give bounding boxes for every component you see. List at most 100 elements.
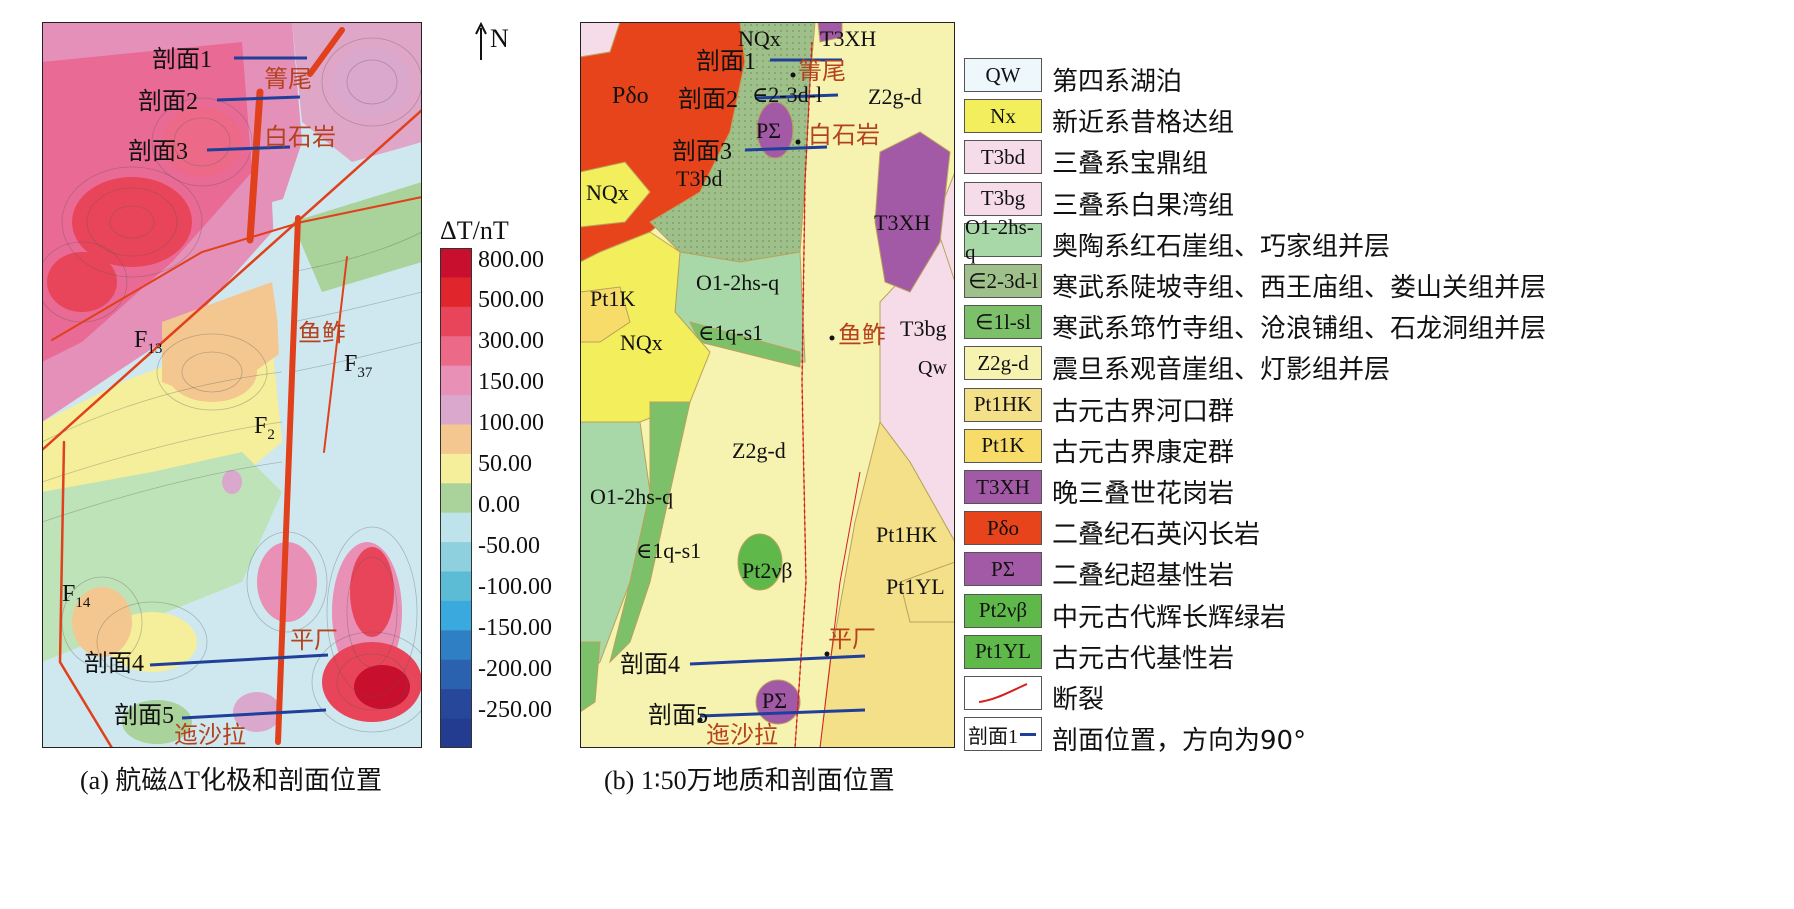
legend-item: Pt1K 古元古界康定群	[964, 428, 1664, 468]
legend-swatch: PΣ	[964, 552, 1042, 587]
unit-label-t3xh-top: T3XH	[820, 26, 877, 51]
colorbar-swatch	[440, 336, 472, 367]
legend-code: Pt1K	[981, 433, 1025, 458]
unit-label-o12-top: O1-2hs-q	[696, 270, 780, 295]
north-arrow-icon	[475, 22, 487, 60]
legend-item: QW 第四系湖泊	[964, 58, 1664, 97]
legend-swatch: T3XH	[964, 470, 1042, 504]
legend-swatch: T3bd	[964, 140, 1042, 175]
place-label-yuzha: 鱼鲊	[298, 321, 346, 347]
legend-code: Z2g-d	[977, 350, 1029, 375]
colorbar-tick-500: 500.00	[478, 287, 544, 313]
colorbar: 800.00 500.00 300.00 150.00 100.00 50.00…	[440, 248, 640, 748]
panel-b-caption: (b) 1∶50万地质和剖面位置	[604, 766, 895, 795]
geo-place-yishala: 迤沙拉	[706, 723, 778, 749]
unit-label-pt1yl: Pt1YL	[886, 574, 945, 599]
legend-label: 三叠系白果湾组	[1052, 190, 1235, 221]
legend-code: QW	[985, 62, 1021, 87]
legend-label: 中元古代辉长辉绿岩	[1052, 602, 1287, 633]
place-label-yishala: 迤沙拉	[174, 723, 246, 749]
fault-label-f37: F37	[344, 351, 373, 381]
legend-item: PΣ 二叠纪超基性岩	[964, 552, 1664, 592]
colorbar-swatch	[440, 248, 472, 278]
unit-label-cambrian-1-low: ∈1q-s1	[636, 538, 702, 563]
colorbar-tick-neg150: -150.00	[478, 615, 552, 641]
legend-swatch: Pδo	[964, 511, 1042, 546]
legend-swatch: Pt2νβ	[964, 593, 1042, 628]
legend-code: Pt1YL	[974, 639, 1031, 664]
unit-label-qw: Qw	[918, 357, 947, 379]
panel-a-caption: (a) 航磁ΔT化极和剖面位置	[80, 766, 382, 795]
legend-swatch: ∈1l-sl	[964, 305, 1042, 340]
unit-label-t3bg: T3bg	[900, 316, 947, 341]
fault-line-icon	[978, 683, 1028, 703]
legend-label: 古元古界河口群	[1052, 396, 1235, 427]
geology-map-image	[580, 22, 955, 748]
place-label-qingwei: 箐尾	[264, 67, 312, 93]
colorbar-swatch	[440, 453, 472, 484]
legend-label: 新近系昔格达组	[1052, 108, 1235, 139]
geo-profile-label-5: 剖面5	[648, 703, 708, 729]
colorbar-tick-neg50: -50.00	[478, 533, 540, 559]
legend-label: 晚三叠世花岗岩	[1052, 479, 1235, 509]
legend-swatch	[964, 676, 1042, 710]
legend-code: Nx	[990, 103, 1016, 128]
legend-label: 断裂	[1052, 685, 1105, 715]
legend-item: Pt1YL 古元古代基性岩	[964, 634, 1664, 674]
legend-code: Pt2νβ	[978, 598, 1028, 623]
colorbar-swatch	[440, 718, 472, 748]
legend-label: 第四系湖泊	[1052, 67, 1183, 97]
colorbar-title: ΔT/nT	[440, 216, 509, 245]
legend-swatch: T3bg	[964, 181, 1042, 216]
unit-label-pt1k: Pt1K	[590, 286, 636, 311]
legend-item: Pt2νβ 中元古代辉长辉绿岩	[964, 593, 1664, 633]
colorbar-swatch	[440, 424, 472, 455]
legend-label: 奥陶系红石崖组、巧家组并层	[1052, 231, 1391, 262]
legend-swatch: Pt1YL	[964, 634, 1042, 669]
colorbar-swatch	[440, 542, 472, 573]
legend-code: T3bd	[980, 144, 1026, 169]
legend-item: T3bg 三叠系白果湾组	[964, 181, 1664, 221]
magnetic-map-panel: 剖面1 剖面2 剖面3 剖面4 剖面5 箐尾 白石岩 鱼鲊 平厂 迤沙拉 F13…	[42, 22, 422, 748]
unit-label-pdo: Pδo	[612, 83, 649, 109]
legend-item: Pδo 二叠纪石英闪长岩	[964, 511, 1664, 551]
legend-code: PΣ	[991, 556, 1015, 581]
legend-label: 古元古代基性岩	[1052, 643, 1235, 674]
unit-label-z2gd-top: Z2g-d	[868, 84, 922, 109]
unit-label-z2gd-mid: Z2g-d	[732, 438, 786, 463]
legend-label: 二叠纪超基性岩	[1052, 561, 1235, 592]
profile-label-2: 剖面2	[138, 89, 198, 115]
geo-place-baishiyan: 白石岩	[808, 123, 880, 149]
legend-label: 震旦系观音崖组、灯影组并层	[1052, 355, 1391, 386]
unit-label-psigma-top: PΣ	[756, 118, 782, 143]
colorbar-swatch	[440, 483, 472, 514]
legend-code: ∈2-3d-l	[968, 268, 1038, 293]
unit-label-pt2vb: Pt2νβ	[742, 558, 793, 583]
geo-profile-label-2: 剖面2	[678, 87, 738, 113]
place-label-baishiyan: 白石岩	[264, 125, 336, 151]
legend-swatch: Z2g-d	[964, 346, 1042, 381]
legend-item: 剖面1 剖面位置，方向为90°	[964, 717, 1664, 756]
legend-swatch: Pt1K	[964, 428, 1042, 463]
colorbar-swatch	[440, 277, 472, 308]
legend-swatch: Nx	[964, 99, 1042, 134]
legend-swatch: QW	[964, 58, 1042, 92]
legend-item: Nx 新近系昔格达组	[964, 99, 1664, 139]
geo-profile-label-4: 剖面4	[620, 652, 680, 678]
legend-code: T3XH	[976, 474, 1030, 499]
legend: QW 第四系湖泊 Nx 新近系昔格达组 T3bd 三叠系宝鼎组 T3bg 三叠系白果湾组 O1-…	[964, 58, 1784, 768]
profile-label-3: 剖面3	[128, 139, 188, 165]
legend-code: ∈1l-sl	[975, 309, 1031, 334]
unit-label-psigma-bottom: PΣ	[762, 688, 788, 713]
legend-swatch: 剖面1	[964, 717, 1042, 752]
place-label-pingchang: 平厂	[290, 628, 338, 654]
unit-label-o12-low: O1-2hs-q	[590, 484, 674, 509]
unit-label-nqx-left: NQx	[586, 180, 629, 205]
legend-item: Z2g-d 震旦系观音崖组、灯影组并层	[964, 346, 1664, 386]
legend-label: 二叠纪石英闪长岩	[1052, 520, 1261, 551]
legend-code: Pt1HK	[973, 392, 1033, 417]
legend-item: O1-2hs-q 奥陶系红石崖组、巧家组并层	[964, 215, 1664, 264]
unit-label-t3bd: T3bd	[676, 166, 723, 191]
legend-code: Pδo	[986, 515, 1020, 540]
fault-label-f2: F2	[254, 413, 275, 443]
